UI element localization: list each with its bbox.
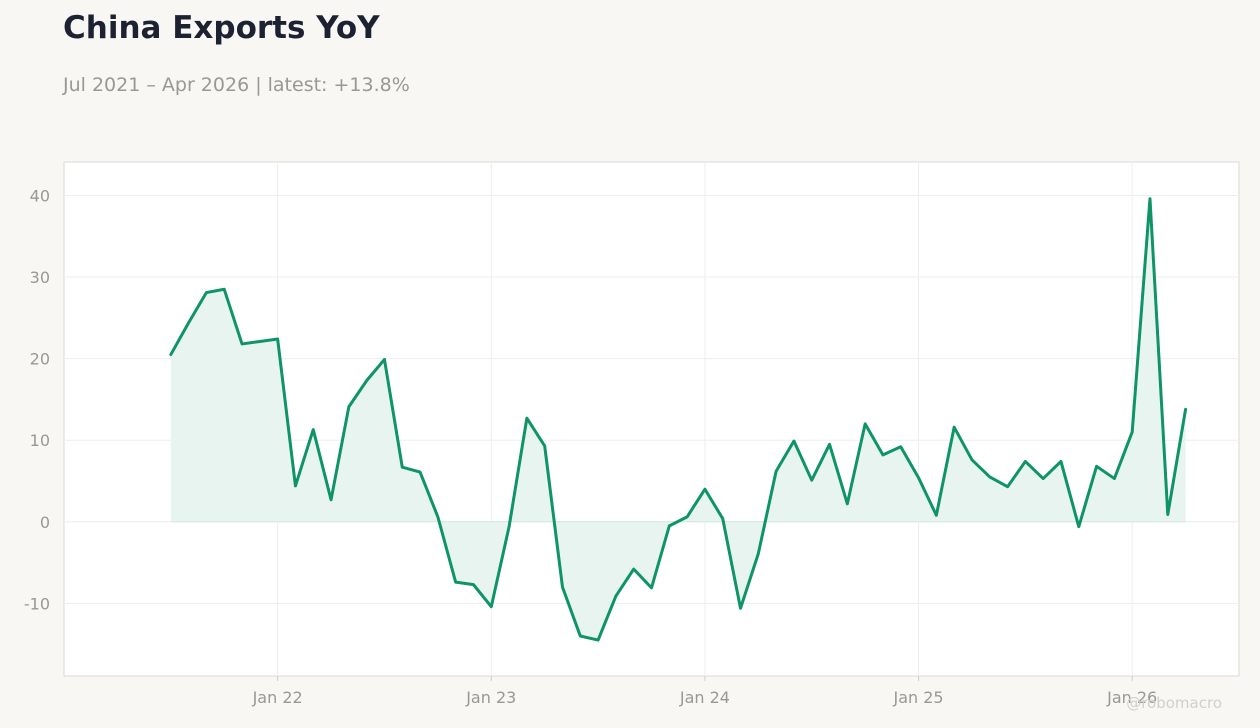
data-point (702, 487, 707, 492)
data-point (524, 416, 529, 421)
data-point (560, 585, 565, 590)
data-point (257, 339, 262, 344)
series-area-fill (170, 198, 1186, 641)
data-point (934, 513, 939, 518)
data-point (400, 465, 405, 470)
data-point (898, 444, 903, 449)
data-point (204, 290, 209, 295)
data-point (346, 404, 351, 409)
data-point (809, 478, 814, 483)
data-point (1023, 459, 1028, 464)
data-point (1094, 464, 1099, 469)
data-point (240, 341, 245, 346)
data-point (1147, 196, 1152, 201)
data-point (275, 337, 280, 342)
data-point (1130, 430, 1135, 435)
data-point (1183, 407, 1188, 412)
data-point (1076, 524, 1081, 529)
data-point (827, 442, 832, 447)
data-point (186, 320, 191, 325)
x-tick-label: Jan 22 (252, 688, 303, 707)
data-point (738, 606, 743, 611)
x-tick-label: Jan 25 (892, 688, 943, 707)
data-point (720, 516, 725, 521)
data-point (667, 523, 672, 528)
data-point (1112, 476, 1117, 481)
y-tick-label: 20 (30, 350, 50, 369)
data-point (311, 427, 316, 432)
data-point (329, 497, 334, 502)
data-point (168, 352, 173, 357)
data-layer (168, 196, 1188, 643)
data-point (791, 439, 796, 444)
data-point (987, 474, 992, 479)
data-point (382, 357, 387, 362)
data-point (631, 567, 636, 572)
data-point (613, 594, 618, 599)
data-point (542, 443, 547, 448)
data-point (1165, 512, 1170, 517)
data-point (863, 421, 868, 426)
data-point (293, 483, 298, 488)
y-tick-label: 0 (40, 513, 50, 532)
data-point (578, 634, 583, 639)
data-point (649, 585, 654, 590)
data-point (1041, 476, 1046, 481)
data-point (969, 457, 974, 462)
data-point (418, 470, 423, 475)
x-tick-label: Jan 26 (1106, 688, 1157, 707)
data-point (774, 469, 779, 474)
data-point (222, 287, 227, 292)
tick-labels: -10 0 10 20 30 40 Jan 22 Jan 23 Jan 24 Jan 25 Jan … (24, 186, 1157, 707)
data-point (1058, 459, 1063, 464)
data-point (685, 514, 690, 519)
data-point (471, 582, 476, 587)
y-tick-label: 30 (30, 268, 50, 287)
chart-subtitle: Jul 2021 – Apr 2026 | latest: +13.8% (63, 74, 410, 96)
data-point (952, 425, 957, 430)
y-tick-label: 40 (30, 186, 50, 205)
series-line (169, 197, 1188, 642)
data-point (507, 524, 512, 529)
data-point (1005, 484, 1010, 489)
data-point (845, 501, 850, 506)
data-point (435, 514, 440, 519)
data-point (756, 551, 761, 556)
chart-title: China Exports YoY (63, 10, 380, 46)
data-point (489, 604, 494, 609)
x-tick-label: Jan 24 (679, 688, 730, 707)
y-tick-label: 10 (30, 431, 50, 450)
data-point (596, 638, 601, 643)
data-point (453, 580, 458, 585)
x-tick-label: Jan 23 (465, 688, 516, 707)
y-tick-label: -10 (24, 594, 50, 613)
data-point (916, 475, 921, 480)
data-point (880, 452, 885, 457)
watermark: @robomacro (1126, 694, 1222, 712)
data-point (364, 378, 369, 383)
